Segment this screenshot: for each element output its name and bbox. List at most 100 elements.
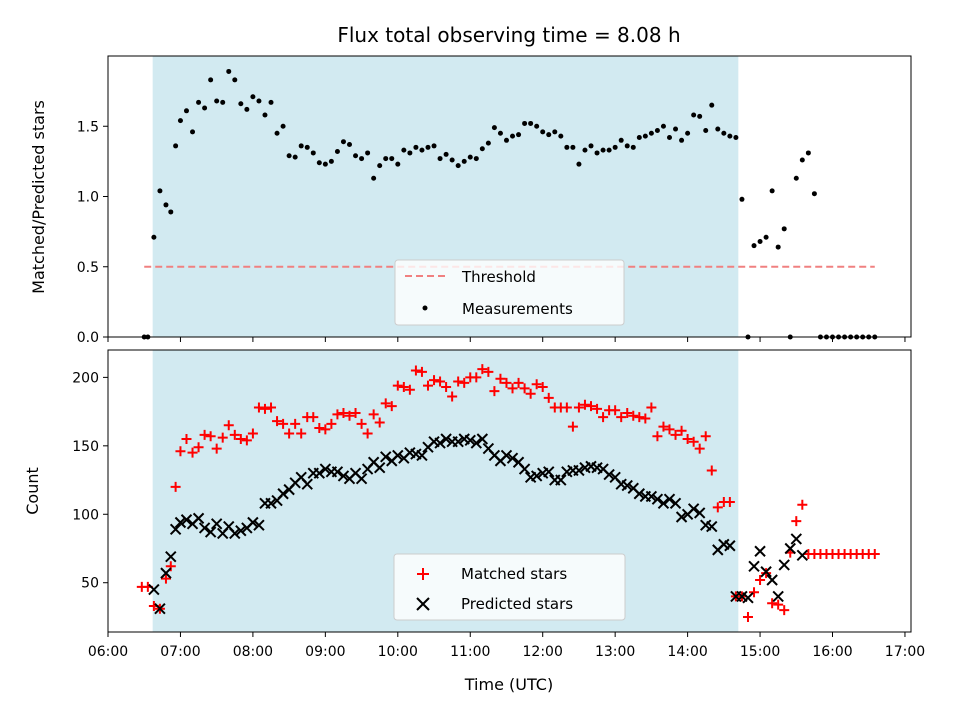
- measurement-point: [183, 108, 189, 114]
- predicted-star-point: [555, 474, 567, 486]
- matched-star-point: [344, 410, 355, 421]
- measurement-point: [274, 130, 280, 136]
- top-x-ticks: [107, 337, 906, 342]
- measurement-point: [618, 137, 624, 143]
- predicted-star-point: [470, 437, 483, 449]
- x-tick-label: 17:00: [885, 644, 925, 660]
- measurement-point: [630, 144, 636, 150]
- measurement-point: [461, 158, 467, 164]
- matched-star-point: [634, 412, 645, 423]
- matched-star-point: [290, 418, 301, 429]
- matched-star-point: [266, 402, 277, 413]
- matched-star-point: [598, 412, 609, 423]
- measurement-point: [214, 98, 220, 104]
- bottom-x-ticks: 06:00 07:00 08:00 09:00 10:00 11:00 12:00 13:00…: [88, 632, 925, 660]
- measurement-point: [359, 156, 365, 162]
- matched-star-point: [205, 431, 216, 442]
- matched-star-point: [495, 373, 506, 384]
- predicted-star-point: [530, 470, 543, 482]
- measurement-point: [151, 234, 157, 240]
- predicted-star-point: [754, 545, 766, 557]
- measurement-point: [528, 120, 534, 126]
- predicted-star-point: [253, 519, 265, 531]
- matched-star-point: [694, 443, 705, 454]
- matched-star-point: [573, 402, 584, 413]
- measurement-point: [793, 175, 799, 181]
- matched-star-point: [193, 442, 204, 453]
- matched-star-point: [767, 598, 778, 609]
- matched-star-point: [676, 425, 687, 436]
- matched-star-point: [459, 377, 470, 388]
- predicted-star-point: [180, 514, 193, 526]
- measurement-point: [691, 112, 697, 118]
- bottom-series: [137, 364, 880, 622]
- measurement-point: [173, 143, 179, 149]
- measurement-point: [473, 156, 479, 162]
- matched-star-point: [398, 381, 409, 392]
- measurement-point: [238, 101, 244, 107]
- measurement-point: [449, 157, 455, 163]
- measurement-point: [642, 133, 648, 139]
- measurement-point: [304, 144, 310, 150]
- predicted-star-point: [518, 463, 531, 475]
- predicted-star-point: [277, 488, 289, 500]
- matched-star-point: [320, 424, 331, 435]
- matched-star-point: [742, 611, 753, 622]
- predicted-star-point: [500, 449, 513, 462]
- measurement-point: [292, 154, 298, 160]
- matched-star-point: [435, 376, 446, 387]
- predicted-star-point: [573, 464, 585, 477]
- predicted-star-point: [772, 590, 784, 603]
- matched-star-point: [187, 447, 198, 458]
- matched-star-point: [507, 383, 518, 394]
- predicted-star-point: [301, 478, 313, 490]
- matched-star-point: [199, 429, 210, 440]
- predicted-star-point: [313, 467, 326, 479]
- bottom-axes-frame: [107, 349, 912, 633]
- matched-star-point: [416, 366, 427, 377]
- measurement-point: [298, 143, 304, 149]
- measurement-point: [190, 129, 196, 135]
- predicted-star-point: [742, 592, 754, 604]
- measurement-point: [757, 238, 763, 244]
- measurement-point: [220, 99, 226, 105]
- predicted-star-point: [790, 533, 802, 545]
- measurement-point: [576, 161, 582, 167]
- measurement-point: [606, 147, 612, 153]
- matched-star-point: [410, 365, 421, 376]
- predicted-star-point: [784, 542, 796, 555]
- measurement-point: [805, 150, 811, 156]
- matched-star-point: [259, 403, 270, 414]
- top-y-label: Matched/Predicted stars: [29, 100, 48, 294]
- y-tick-label: 1.5: [77, 119, 99, 135]
- matched-star-point: [537, 381, 548, 392]
- matched-star-point: [332, 409, 343, 420]
- chart-title: Flux total observing time = 8.08 h: [337, 23, 680, 47]
- matched-star-point: [700, 431, 711, 442]
- matched-star-point: [229, 429, 240, 440]
- predicted-star-point: [464, 434, 476, 447]
- matched-star-point: [658, 421, 669, 432]
- matched-star-point: [404, 384, 415, 395]
- measurement-point: [479, 146, 485, 152]
- predicted-star-point: [766, 574, 778, 586]
- matched-star-point: [447, 391, 458, 402]
- measurement-point: [328, 158, 334, 164]
- matched-star-point: [441, 381, 452, 392]
- matched-star-point: [217, 432, 228, 443]
- predicted-star-point: [675, 511, 688, 523]
- matched-star-point: [235, 433, 246, 444]
- measurement-point: [727, 133, 733, 139]
- predicted-star-point: [204, 526, 217, 538]
- matched-star-point: [241, 435, 252, 446]
- matched-star-point: [724, 496, 735, 507]
- matched-star-point: [755, 574, 766, 585]
- predicted-star-point: [778, 559, 790, 571]
- predicted-star-point: [160, 567, 172, 579]
- matched-star-point: [749, 587, 760, 598]
- top-y-ticks: 0.0 0.5 1.0 1.5: [77, 119, 108, 346]
- y-tick-label: 0.0: [77, 330, 99, 346]
- measurement-point: [395, 161, 401, 167]
- measurement-point: [739, 196, 745, 202]
- top-legend-box: [394, 259, 625, 326]
